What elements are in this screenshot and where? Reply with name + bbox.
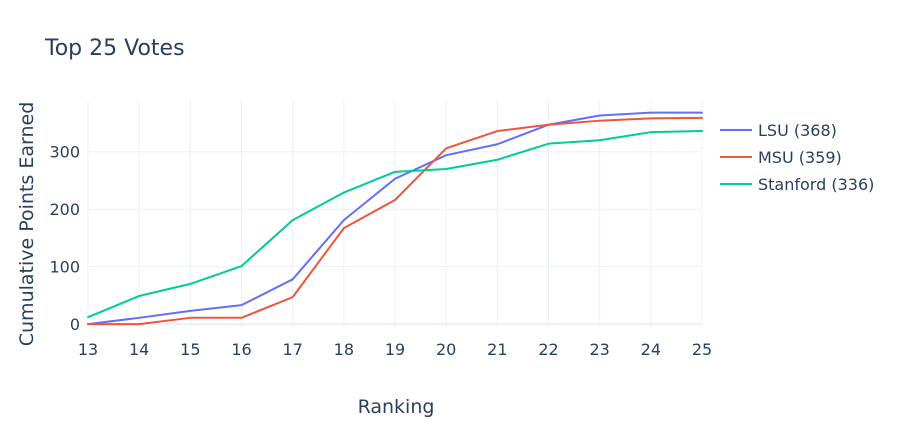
legend-label: LSU (368) [758, 121, 837, 140]
x-tick-label: 24 [641, 340, 661, 359]
x-tick-label: 17 [282, 340, 302, 359]
x-tick-label: 19 [385, 340, 405, 359]
y-tick-label: 100 [49, 258, 80, 277]
x-tick-label: 18 [334, 340, 354, 359]
legend-label: MSU (359) [758, 148, 842, 167]
x-tick-label: 22 [538, 340, 558, 359]
series-line-1 [87, 111, 703, 326]
x-axis-ticks: 13 14 15 16 17 18 19 20 21 22 23 24 25 [78, 340, 712, 359]
series-line-2 [87, 116, 703, 326]
x-tick-label: 13 [78, 340, 98, 359]
x-tick-label: 15 [180, 340, 200, 359]
y-axis-ticks: 0 100 200 300 [49, 143, 80, 334]
y-tick-label: 300 [49, 143, 80, 162]
x-axis-title: Ranking [358, 396, 435, 418]
x-tick-label: 20 [436, 340, 456, 359]
grid [87, 100, 703, 327]
y-tick-label: 200 [49, 200, 80, 219]
y-axis-title: Cumulative Points Earned [16, 102, 38, 347]
legend-label: Stanford (336) [758, 175, 874, 194]
x-tick-label: 25 [692, 340, 712, 359]
y-tick-label: 0 [70, 315, 80, 334]
legend: LSU (368) MSU (359) Stanford (336) [720, 121, 874, 194]
x-tick-label: 16 [231, 340, 251, 359]
x-tick-label: 14 [129, 340, 149, 359]
series-lines [87, 111, 703, 326]
chart-title: Top 25 Votes [44, 36, 185, 61]
x-tick-label: 21 [487, 340, 507, 359]
series-line-3 [87, 130, 703, 319]
x-tick-label: 23 [589, 340, 609, 359]
